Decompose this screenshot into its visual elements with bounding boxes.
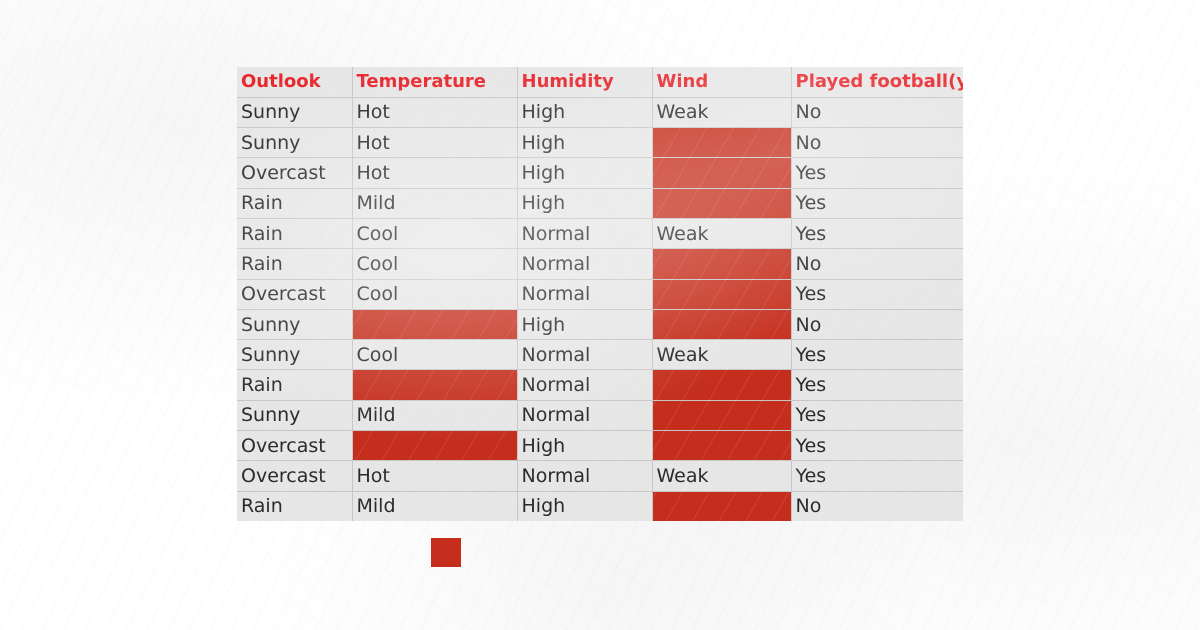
cell-temperature: Hot [352,97,518,129]
masked-cell-wind [652,279,792,310]
table-row: Rain Cool Normal Weak Yes [237,218,963,250]
masked-cell-wind [652,248,792,280]
table-row: Overcast Hot High Yes [237,157,963,189]
table-row: Overcast High Yes [237,430,963,462]
table-row: Sunny Hot High Weak No [237,97,963,129]
table-row: Rain Normal Yes [237,369,963,401]
cell-wind: Weak [652,218,792,250]
cell-humidity: Normal [517,400,653,432]
cell-played-football: Yes [791,188,963,219]
cell-temperature: Hot [352,127,518,159]
cell-temperature: Mild [352,188,518,219]
cell-played-football: Yes [791,339,963,371]
cell-outlook: Rain [237,248,353,280]
cell-played-football: Yes [791,400,963,432]
cell-played-football: Yes [791,369,963,401]
cell-temperature: Cool [352,279,518,310]
masked-cell-wind [652,157,792,189]
masked-cell-wind [652,309,792,341]
data-table: Outlook Temperature Humidity Wind Played foo… [237,67,963,521]
masked-cell-temperature [352,430,518,462]
table-row: Rain Cool Normal No [237,248,963,280]
cell-outlook: Rain [237,369,353,401]
cell-outlook: Rain [237,218,353,250]
table-row: Overcast Cool Normal Yes [237,279,963,310]
header-row: Outlook Temperature Humidity Wind Played foo… [237,67,963,98]
cell-temperature: Hot [352,460,518,492]
masked-cell-wind [652,400,792,432]
cell-humidity: Normal [517,248,653,280]
cell-humidity: High [517,491,653,521]
table-row: Sunny High No [237,309,963,341]
cell-outlook: Overcast [237,157,353,189]
masked-cell-wind [652,491,792,521]
cell-humidity: High [517,127,653,159]
cell-played-football: Yes [791,218,963,250]
cell-played-football: Yes [791,279,963,310]
cell-played-football: Yes [791,157,963,189]
cell-humidity: High [517,309,653,341]
spreadsheet-table: Outlook Temperature Humidity Wind Played foo… [237,67,963,521]
cell-temperature: Mild [352,400,518,432]
header-outlook: Outlook [237,67,353,98]
cell-humidity: Normal [517,218,653,250]
cell-played-football: No [791,127,963,159]
header-humidity: Humidity [517,67,653,98]
cell-outlook: Overcast [237,279,353,310]
header-played-football: Played football(ye [791,67,963,98]
masked-cell-temperature [352,309,518,341]
masked-cell-swatch [431,538,461,567]
cell-outlook: Sunny [237,127,353,159]
cell-humidity: High [517,188,653,219]
cell-played-football: No [791,491,963,521]
table-body: Sunny Hot High Weak No Sunny Hot High No Overcast… [237,97,963,521]
cell-wind: Weak [652,97,792,129]
cell-humidity: Normal [517,460,653,492]
table-row: Overcast Hot Normal Weak Yes [237,460,963,492]
cell-outlook: Sunny [237,97,353,129]
cell-temperature: Mild [352,491,518,521]
cell-outlook: Sunny [237,309,353,341]
cell-outlook: Sunny [237,400,353,432]
cell-temperature: Cool [352,218,518,250]
cell-outlook: Rain [237,491,353,521]
cell-humidity: Normal [517,279,653,310]
cell-wind: Weak [652,460,792,492]
table-row: Rain Mild High Yes [237,188,963,219]
cell-played-football: No [791,309,963,341]
masked-cell-wind [652,188,792,219]
masked-cell-wind [652,127,792,159]
cell-played-football: Yes [791,460,963,492]
cell-played-football: Yes [791,430,963,462]
cell-temperature: Hot [352,157,518,189]
cell-played-football: No [791,97,963,129]
cell-outlook: Overcast [237,430,353,462]
cell-humidity: Normal [517,369,653,401]
cell-wind: Weak [652,339,792,371]
cell-outlook: Overcast [237,460,353,492]
cell-humidity: High [517,157,653,189]
masked-cell-temperature [352,369,518,401]
cell-humidity: High [517,97,653,129]
cell-outlook: Rain [237,188,353,219]
masked-cell-wind [652,430,792,462]
masked-cell-wind [652,369,792,401]
table-row: Rain Mild High No [237,491,963,521]
cell-played-football: No [791,248,963,280]
cell-humidity: Normal [517,339,653,371]
cell-humidity: High [517,430,653,462]
cell-temperature: Cool [352,339,518,371]
cell-temperature: Cool [352,248,518,280]
cell-outlook: Sunny [237,339,353,371]
header-temperature: Temperature [352,67,518,98]
table-row: Sunny Hot High No [237,127,963,159]
table-row: Sunny Cool Normal Weak Yes [237,339,963,371]
header-wind: Wind [652,67,792,98]
table-row: Sunny Mild Normal Yes [237,400,963,432]
